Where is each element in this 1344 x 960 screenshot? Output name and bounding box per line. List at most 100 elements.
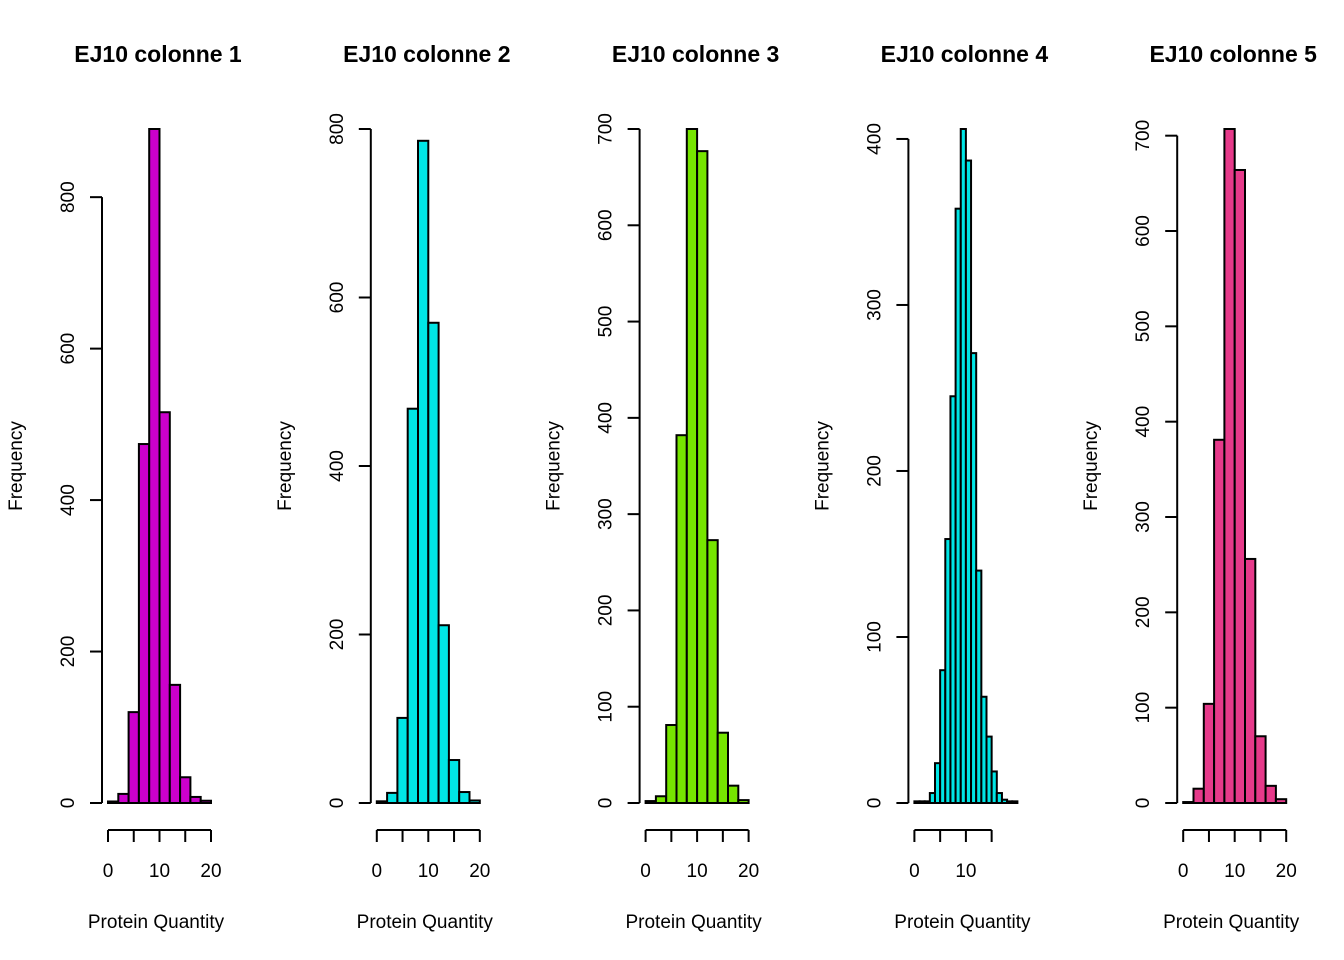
y-tick-label: 0 <box>864 798 885 809</box>
x-tick-label: 20 <box>469 861 490 882</box>
y-tick-label: 200 <box>58 636 79 668</box>
histogram-panel-4: EJ10 colonne 4 0 100 200 300 400 Frequency 0 10 P… <box>812 41 1048 933</box>
histogram-bar <box>1213 438 1226 804</box>
y-axis-label: Frequency <box>6 421 27 511</box>
histogram-panel-1: EJ10 colonne 1 0 200 400 600 800 Frequency 0 10 2… <box>6 41 242 933</box>
histogram-bar <box>685 128 699 804</box>
histogram-bar <box>447 759 461 804</box>
y-tick-label: 400 <box>58 484 79 516</box>
y-axis-label: Frequency <box>275 421 296 511</box>
histogram-bar <box>995 792 1003 805</box>
histogram-bar <box>417 139 430 805</box>
y-tick-label: 600 <box>58 333 79 365</box>
histogram-bar <box>1223 128 1236 804</box>
histogram-bar <box>386 791 399 805</box>
y-tick-label: 400 <box>596 402 617 434</box>
y-tick-label: 500 <box>1133 310 1154 342</box>
histogram-bar <box>654 795 668 805</box>
histogram-bar <box>727 784 740 805</box>
panel-title: EJ10 colonne 3 <box>612 41 779 67</box>
x-tick-label: 10 <box>418 861 439 882</box>
histogram-bar <box>117 792 130 804</box>
y-tick-label: 600 <box>596 209 617 241</box>
histogram-bar <box>1264 784 1277 804</box>
x-tick-label: 10 <box>149 861 170 882</box>
y-axis-label: Frequency <box>544 421 565 511</box>
y-tick-label: 800 <box>58 181 79 213</box>
panel-title: EJ10 colonne 2 <box>343 41 510 67</box>
histogram-bar <box>199 799 212 804</box>
y-tick-label: 400 <box>864 123 885 155</box>
histogram-bar <box>706 539 719 804</box>
histogram-bar <box>1274 798 1288 805</box>
histogram-bar <box>137 443 151 804</box>
histogram-bar <box>1192 787 1205 804</box>
y-axis-label: Frequency <box>1081 421 1102 511</box>
histogram-bar <box>1254 735 1267 805</box>
y-tick-label: 400 <box>327 450 348 482</box>
y-axis-label: Frequency <box>812 421 833 511</box>
histogram-bar <box>148 128 161 804</box>
y-tick-label: 200 <box>1133 596 1154 628</box>
x-tick-label: 0 <box>909 861 920 882</box>
x-tick-label: 0 <box>1178 861 1189 882</box>
y-tick-label: 800 <box>327 113 348 145</box>
x-axis-label: Protein Quantity <box>894 912 1031 933</box>
histogram-bar <box>189 795 202 805</box>
histogram-bar <box>644 800 657 804</box>
y-tick-label: 500 <box>596 306 617 338</box>
histogram-bar <box>127 711 140 804</box>
histogram-bar <box>716 731 730 804</box>
histogram-bar <box>437 624 450 804</box>
panel-title: EJ10 colonne 1 <box>74 41 242 67</box>
y-tick-label: 0 <box>327 798 348 809</box>
histogram-bar <box>1233 168 1246 805</box>
histogram-bar <box>990 770 998 805</box>
x-tick-label: 10 <box>1224 861 1245 882</box>
y-tick-label: 300 <box>596 498 617 530</box>
x-axis-label: Protein Quantity <box>625 912 762 933</box>
panel-title: EJ10 colonne 4 <box>881 41 1049 67</box>
x-tick-label: 10 <box>955 861 976 882</box>
histogram-bar <box>375 800 389 805</box>
histogram-bar <box>1202 702 1216 804</box>
y-tick-label: 200 <box>596 595 617 627</box>
x-tick-label: 20 <box>738 861 759 882</box>
y-tick-label: 300 <box>1133 501 1154 533</box>
y-tick-label: 200 <box>327 619 348 651</box>
histogram-bar <box>396 716 409 804</box>
histogram-bar <box>107 800 120 805</box>
histogram-bar <box>468 799 481 804</box>
y-tick-label: 100 <box>1133 692 1154 724</box>
histogram-bar <box>675 434 688 804</box>
histogram-panel-3: EJ10 colonne 30100200300400500600700Freq… <box>544 41 780 933</box>
x-tick-label: 0 <box>372 861 383 882</box>
x-axis-label: Protein Quantity <box>88 912 225 933</box>
y-tick-label: 0 <box>58 798 79 809</box>
panel-title: EJ10 colonne 5 <box>1149 41 1317 67</box>
x-tick-label: 20 <box>200 861 221 882</box>
y-tick-label: 400 <box>1133 406 1154 438</box>
histogram-bar <box>168 683 182 804</box>
x-tick-label: 10 <box>687 861 708 882</box>
histogram-bar <box>1244 557 1257 805</box>
histogram-bar <box>985 735 993 805</box>
y-tick-label: 0 <box>596 798 617 809</box>
histogram-panel-5: EJ10 colonne 50100200300400500600700Freq… <box>1081 41 1317 933</box>
histogram-bar <box>975 569 983 804</box>
x-tick-label: 20 <box>1276 861 1297 882</box>
histogram-panel-2: EJ10 colonne 2 0 200 400 600 800 Frequency 0 10 2… <box>275 41 511 933</box>
x-axis-label: Protein Quantity <box>357 912 494 933</box>
y-tick-label: 100 <box>864 621 885 653</box>
histogram-bar <box>1182 801 1195 805</box>
x-axis-label: Protein Quantity <box>1163 912 1300 933</box>
histogram-bar <box>179 776 192 805</box>
y-tick-label: 300 <box>864 289 885 321</box>
histogram-bar <box>737 799 750 805</box>
y-tick-label: 200 <box>864 455 885 487</box>
histogram-bar <box>427 321 440 804</box>
histogram-bar <box>458 791 471 804</box>
x-tick-label: 0 <box>640 861 651 882</box>
histogram-bar <box>158 411 171 804</box>
